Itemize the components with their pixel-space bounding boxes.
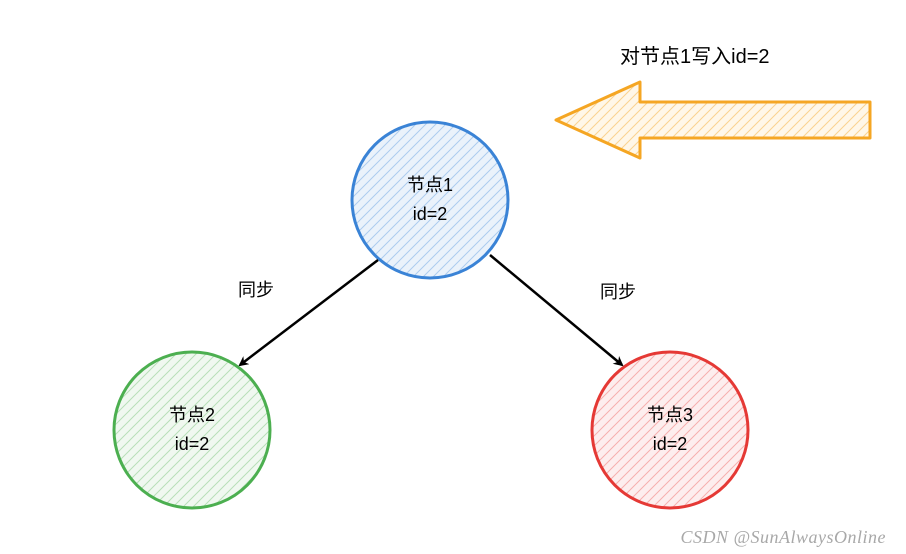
node-1-id: id=2 [413, 200, 448, 229]
edge-label-right: 同步 [600, 278, 636, 304]
node-3-title: 节点3 [647, 401, 693, 430]
node-1-title: 节点1 [407, 171, 453, 200]
node-2-title: 节点2 [169, 401, 215, 430]
diagram-canvas: 节点1 id=2 节点2 id=2 节点3 id=2 同步 同步 对节点1写入i… [0, 0, 906, 554]
node-2: 节点2 id=2 [114, 352, 270, 508]
node-1: 节点1 id=2 [352, 122, 508, 278]
edge-n1-n3 [490, 255, 622, 365]
diagram-title: 对节点1写入id=2 [620, 40, 770, 69]
write-arrow [556, 82, 870, 158]
edge-label-left: 同步 [238, 276, 274, 302]
node-3-id: id=2 [653, 430, 688, 459]
watermark: CSDN @SunAlwaysOnline [680, 527, 886, 548]
node-3: 节点3 id=2 [592, 352, 748, 508]
node-2-id: id=2 [175, 430, 210, 459]
